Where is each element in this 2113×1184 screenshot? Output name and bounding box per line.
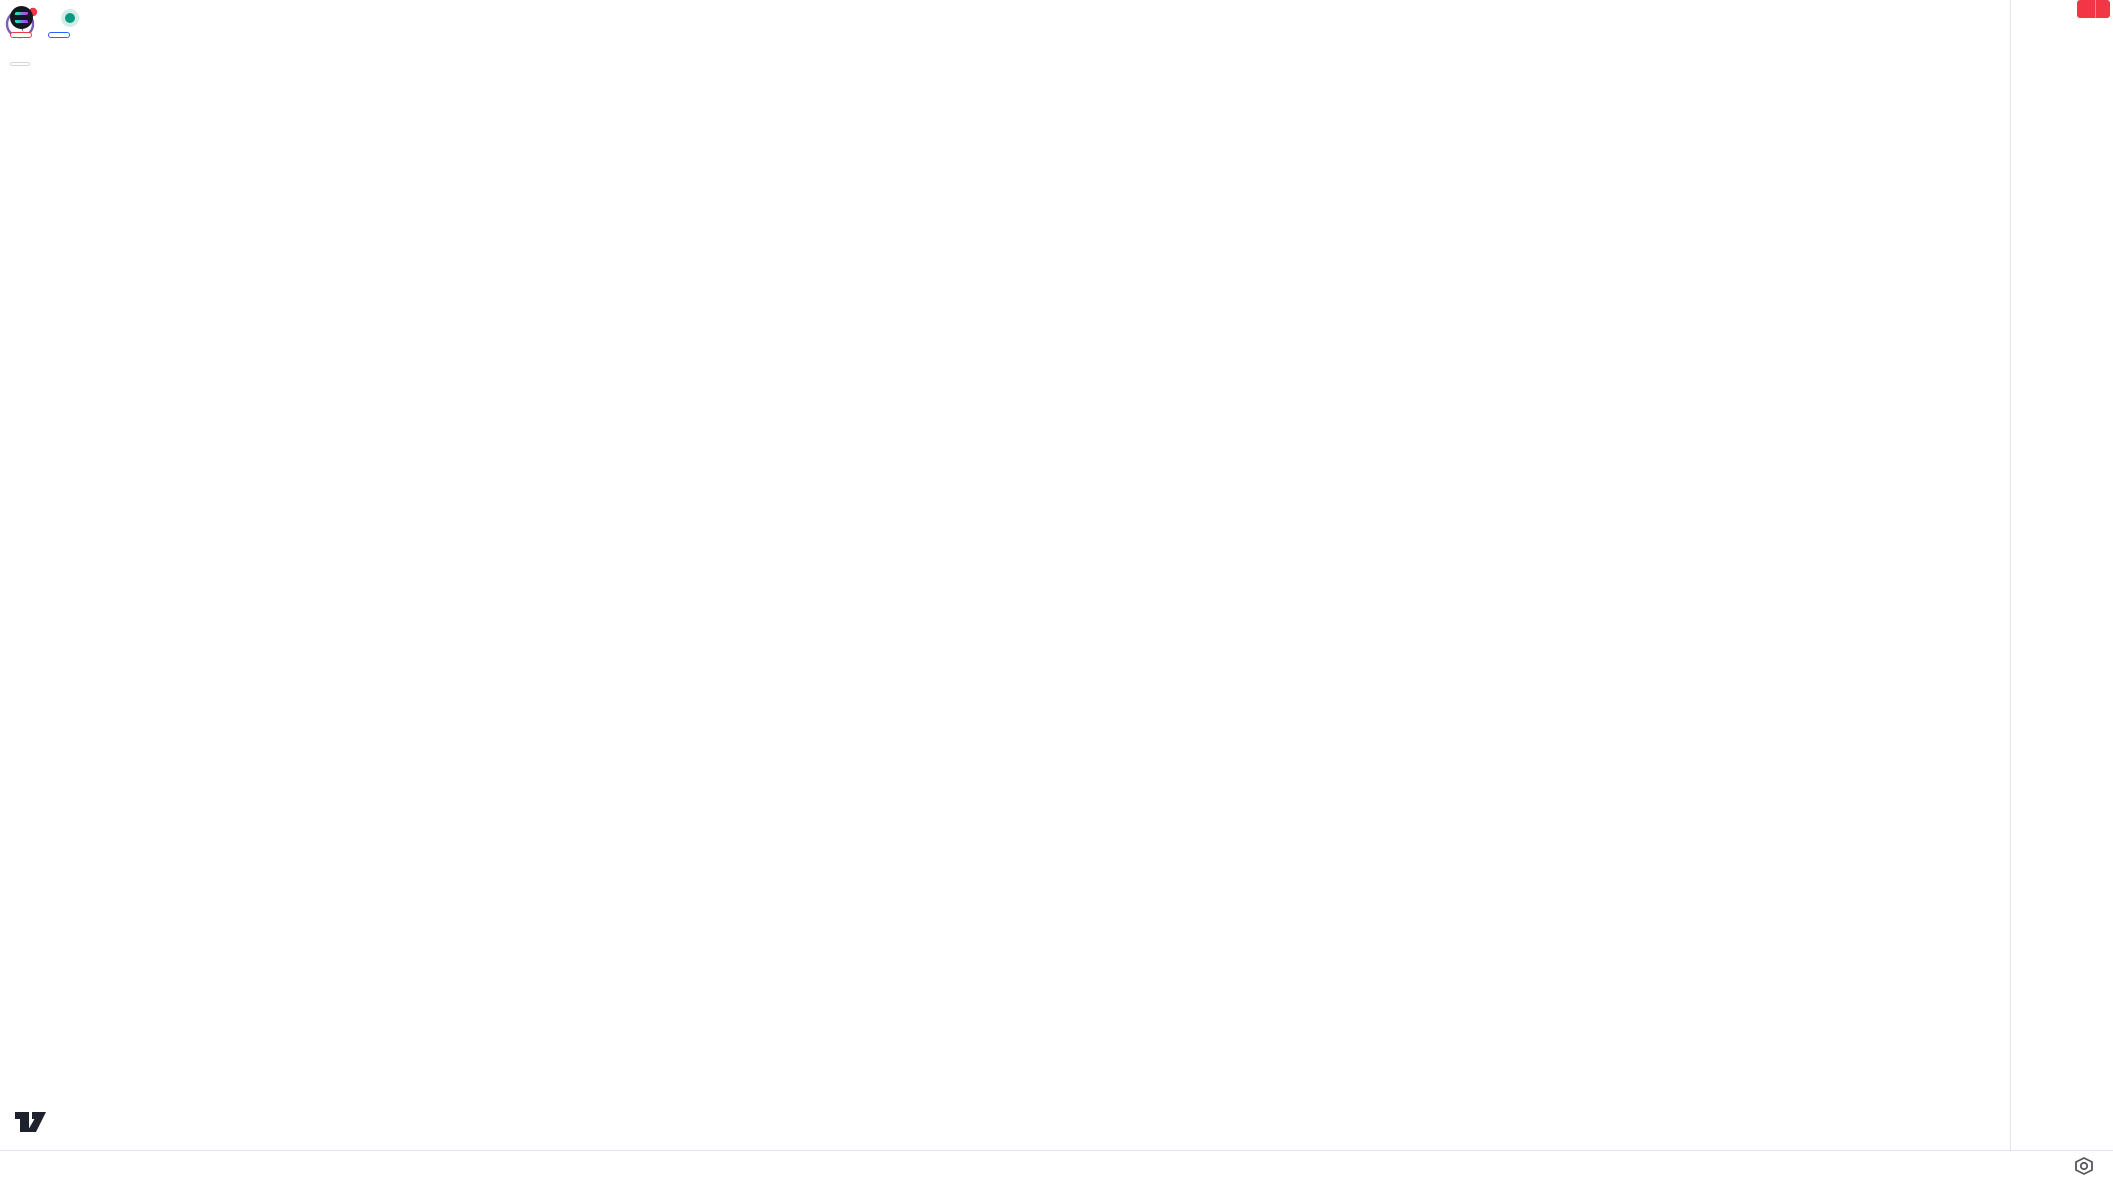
time-axis[interactable] [0, 1150, 2113, 1184]
last-price-badge [2077, 0, 2110, 18]
sol-coin-logo-icon [10, 6, 33, 29]
indicators-collapse-button[interactable] [10, 62, 30, 66]
tradingview-logo[interactable] [13, 1106, 55, 1138]
last-price-symbol [2077, 0, 2095, 18]
market-status-dot-icon [65, 12, 75, 23]
price-axis[interactable] [2010, 0, 2113, 1150]
quote-row [10, 32, 70, 38]
chart-legend-header [10, 6, 142, 29]
buy-button[interactable] [48, 32, 70, 38]
gear-icon[interactable] [2072, 1154, 2096, 1178]
sell-button[interactable] [10, 32, 32, 38]
